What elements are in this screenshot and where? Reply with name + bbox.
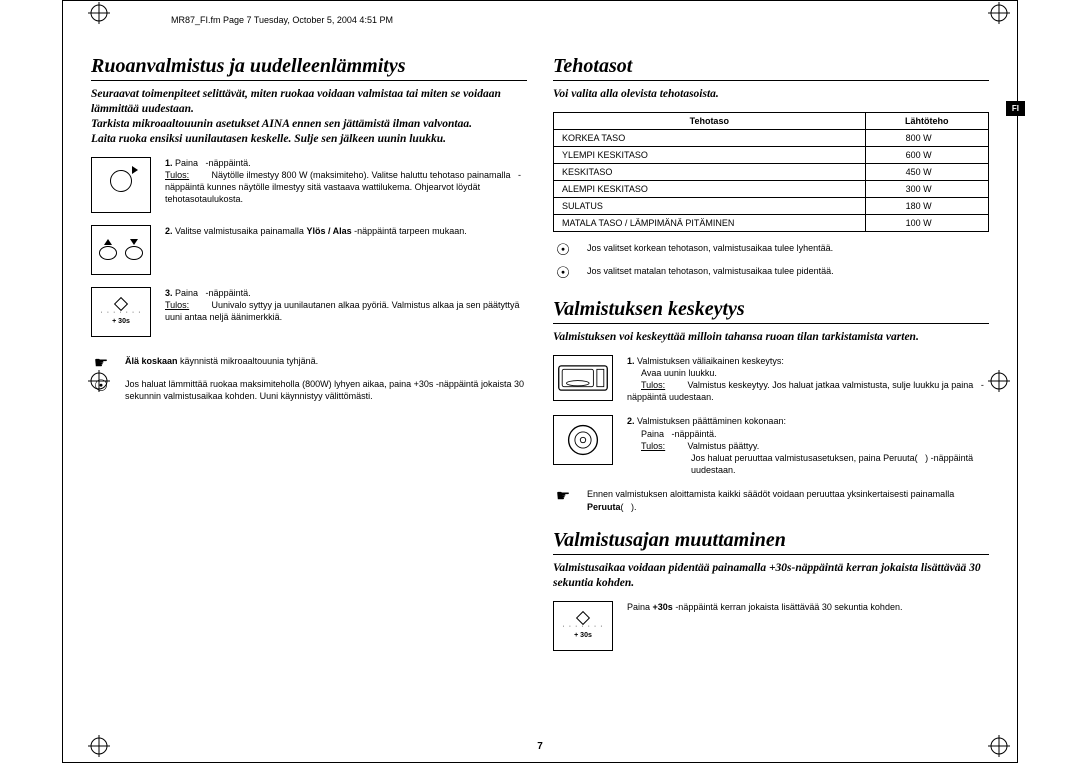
note-row: ☛ Ennen valmistuksen aloittamista kaikki… xyxy=(553,488,989,513)
microwave-icon xyxy=(553,355,613,401)
header-meta: MR87_FI.fm Page 7 Tuesday, October 5, 20… xyxy=(171,15,989,25)
note-row: ☛ Älä koskaan käynnistä mikroaaltouunia … xyxy=(91,355,527,372)
start-plus30-icon: · · · · · · · + 30s xyxy=(553,601,613,651)
step-row: 2. Valmistuksen päättäminen kokonaan: Pa… xyxy=(553,415,989,476)
note-row: ☉ Jos valitset korkean tehotason, valmis… xyxy=(553,242,989,259)
table-row: KORKEA TASO800 W xyxy=(554,129,989,146)
page-number: 7 xyxy=(537,741,543,752)
power-level-table: Tehotaso Lähtöteho KORKEA TASO800 WYLEMP… xyxy=(553,112,989,232)
table-row: MATALA TASO / LÄMPIMÄNÄ PITÄMINEN100 W xyxy=(554,214,989,231)
up-down-icon xyxy=(91,225,151,275)
intro-text: Voi valita alla olevista tehotasoista. xyxy=(553,87,989,102)
right-column: Tehotasot Voi valita alla olevista tehot… xyxy=(553,55,989,663)
step-row: 1. Valmistuksen väliaikainen keskeytys: … xyxy=(553,355,989,404)
step-row: 2. Valitse valmistusaika painamalla Ylös… xyxy=(91,225,527,275)
note-row: ☉ Jos valitset matalan tehotason, valmis… xyxy=(553,265,989,282)
step-body: 3. Paina -näppäintä. Tulos: Uunivalo syt… xyxy=(165,287,527,323)
section-title: Valmistusajan muuttaminen xyxy=(553,529,989,555)
table-header: Tehotaso xyxy=(554,112,866,129)
intro-text: Valmistusaikaa voidaan pidentää painamal… xyxy=(553,561,989,591)
pointer-icon: ☛ xyxy=(553,489,573,505)
step-row: · · · · · · · + 30s Paina +30s -näppäint… xyxy=(553,601,989,651)
table-row: ALEMPI KESKITASO300 W xyxy=(554,180,989,197)
section-title: Ruoanvalmistus ja uudelleenlämmitys xyxy=(91,55,527,81)
start-plus30-icon: · · · · · · · + 30s xyxy=(91,287,151,337)
dot-icon: ☉ xyxy=(91,379,111,395)
step-row: 1. Paina -näppäintä. Tulos: Näytölle ilm… xyxy=(91,157,527,213)
step-row: · · · · · · · + 30s 3. Paina -näppäintä.… xyxy=(91,287,527,337)
intro-text: Valmistuksen voi keskeyttää milloin taha… xyxy=(553,330,989,345)
dot-icon: ☉ xyxy=(553,243,573,259)
pointer-icon: ☛ xyxy=(91,356,111,372)
table-header: Lähtöteho xyxy=(865,112,988,129)
turntable-icon xyxy=(553,415,613,465)
dot-icon: ☉ xyxy=(553,266,573,282)
note-row: ☉ Jos haluat lämmittää ruokaa maksimiteh… xyxy=(91,378,527,403)
table-row: KESKITASO450 W xyxy=(554,163,989,180)
step-body: Paina +30s -näppäintä kerran jokaista li… xyxy=(627,601,989,613)
intro-text: Seuraavat toimenpiteet selittävät, miten… xyxy=(91,87,527,147)
manual-page: MR87_FI.fm Page 7 Tuesday, October 5, 20… xyxy=(62,0,1018,763)
step-body: 2. Valmistuksen päättäminen kokonaan: Pa… xyxy=(627,415,989,476)
language-tab: FI xyxy=(1006,101,1025,116)
step-body: 1. Valmistuksen väliaikainen keskeytys: … xyxy=(627,355,989,404)
table-row: SULATUS180 W xyxy=(554,197,989,214)
step-body: 2. Valitse valmistusaika painamalla Ylös… xyxy=(165,225,527,237)
step-body: 1. Paina -näppäintä. Tulos: Näytölle ilm… xyxy=(165,157,527,206)
left-column: Ruoanvalmistus ja uudelleenlämmitys Seur… xyxy=(91,55,527,663)
section-title: Valmistuksen keskeytys xyxy=(553,298,989,324)
power-knob-icon xyxy=(91,157,151,213)
section-title: Tehotasot xyxy=(553,55,989,81)
table-row: YLEMPI KESKITASO600 W xyxy=(554,146,989,163)
